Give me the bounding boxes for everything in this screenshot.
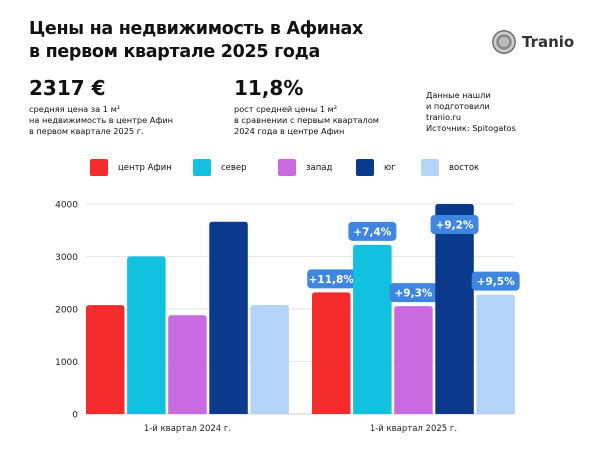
legend-label: юг xyxy=(384,162,396,173)
data-label: +9,2% xyxy=(436,220,474,232)
bar xyxy=(353,244,392,414)
legend-swatch xyxy=(278,159,296,176)
logo-icon xyxy=(492,30,516,54)
stat-description: средняя цена за 1 м² на недвижимость в ц… xyxy=(29,104,173,137)
legend-label: восток xyxy=(449,162,480,173)
source-line: tranio.ru xyxy=(426,112,462,122)
bar xyxy=(476,294,515,414)
y-tick-label: 2000 xyxy=(55,306,78,316)
data-label: +9,3% xyxy=(394,288,432,300)
data-label-badge xyxy=(307,269,356,289)
bar xyxy=(127,256,166,414)
bar xyxy=(312,292,351,414)
data-label: +11,8% xyxy=(309,274,355,286)
legend-item: юг xyxy=(356,159,396,176)
logo-text: Tranio xyxy=(522,33,575,51)
source-line: Данные нашли xyxy=(426,90,491,100)
bar xyxy=(394,306,433,414)
data-label: +7,4% xyxy=(353,226,391,238)
data-label-badge xyxy=(430,215,479,234)
data-label-badge xyxy=(348,221,397,241)
y-tick-label: 4000 xyxy=(55,201,78,211)
source-line: и подготовили xyxy=(426,101,490,111)
bar xyxy=(209,221,248,414)
legend-swatch xyxy=(356,159,374,176)
legend-item: центр Афин xyxy=(90,159,172,176)
data-label-badge xyxy=(471,271,520,291)
source-note: Данные нашли и подготовили tranio.ru Ист… xyxy=(426,90,516,134)
y-tick-label: 3000 xyxy=(55,253,78,263)
y-tick-label: 0 xyxy=(72,411,78,421)
legend-item: запад xyxy=(278,159,332,176)
legend-label: запад xyxy=(306,162,333,173)
legend-item: север xyxy=(193,159,247,176)
stat-line: на недвижимость в центре Афин xyxy=(29,115,174,125)
title-line-1: Цены на недвижимость в Афинах xyxy=(29,19,364,39)
x-tick-label: 1-й квартал 2025 г. xyxy=(370,424,457,434)
bar xyxy=(86,305,125,414)
stat-line: в сравнении с первым кварталом xyxy=(234,115,379,125)
x-tick-label: 1-й квартал 2024 г. xyxy=(144,424,231,434)
bar xyxy=(435,204,474,414)
title-line-2: в первом квартале 2025 года xyxy=(29,42,320,62)
stat-line: в первом квартале 2025 г. xyxy=(29,126,144,136)
stat-description: рост средней цены 1 м² в сравнении с пер… xyxy=(234,104,379,137)
tranio-logo: Tranio xyxy=(492,30,574,54)
stat-line: рост средней цены 1 м² xyxy=(234,104,338,114)
stat-avg-price: 2317 € средняя цена за 1 м² на недвижимо… xyxy=(29,76,173,137)
data-label: +9,5% xyxy=(477,276,515,288)
stat-value: 2317 € xyxy=(29,76,106,100)
legend-swatch xyxy=(90,159,108,176)
legend-item: восток xyxy=(421,159,479,176)
bar xyxy=(168,315,207,414)
bar xyxy=(250,305,289,414)
legend-label: центр Афин xyxy=(118,162,172,173)
stat-line: средняя цена за 1 м² xyxy=(29,104,121,114)
bar-chart: 0 1000 2000 3000 4000 1-й квартал 2024 г. +11,… xyxy=(55,201,520,434)
legend-swatch xyxy=(421,159,439,176)
y-tick-label: 1000 xyxy=(55,358,78,368)
legend-label: север xyxy=(221,162,247,173)
stat-value: 11,8% xyxy=(234,76,304,100)
stat-line: 2024 года в центре Афин xyxy=(234,126,345,136)
legend-swatch xyxy=(193,159,211,176)
page-title: Цены на недвижимость в Афинах в первом к… xyxy=(29,18,363,64)
source-line: Источник: Spitogatos xyxy=(426,123,516,133)
stat-growth: 11,8% рост средней цены 1 м² в сравнении… xyxy=(234,76,379,137)
data-label-badge xyxy=(389,283,438,303)
